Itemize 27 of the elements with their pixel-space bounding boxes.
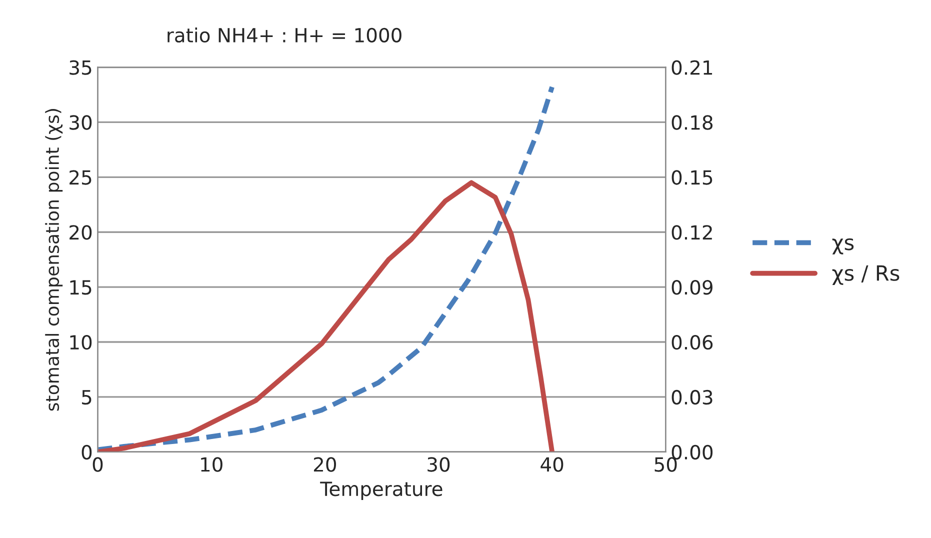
y2-tick-label: 0.21 [672, 60, 712, 75]
y-tick-label: 20 [70, 225, 92, 240]
y-tick-label: 30 [70, 115, 92, 130]
x-tick-label: 20 [314, 457, 336, 472]
x-tick-label: 0 [92, 457, 103, 472]
x-tick-label: 30 [428, 457, 450, 472]
y2-tick-label: 0.12 [672, 225, 712, 240]
chart-title: ratio NH4+ : H+ = 1000 [168, 27, 402, 43]
y-tick-label: 15 [70, 280, 92, 295]
y-tick-label: 5 [82, 390, 92, 405]
y-tick-label: 35 [70, 60, 92, 75]
y-axis-title: stomatal compensation point (χs) [45, 109, 63, 411]
line-series [98, 84, 555, 452]
y2-tick-label: 0.09 [672, 280, 712, 295]
y-tick-label: 25 [70, 170, 92, 185]
y2-tick-label: 0.15 [672, 170, 712, 185]
x-tick-label: 40 [540, 457, 564, 472]
legend-label: χs [832, 238, 854, 254]
x-tick-label: 10 [201, 457, 222, 472]
y2-tick-label: 0.06 [672, 334, 713, 350]
y2-tick-label: 0.18 [672, 115, 712, 130]
y2-tick-label: 0.03 [672, 390, 712, 405]
legend-label: χs / Rs [832, 265, 900, 285]
y-tick-label: 0 [82, 444, 92, 460]
x-axis-title: Temperature [320, 482, 442, 500]
y-tick-label: 10 [70, 334, 92, 350]
line-series [98, 180, 555, 452]
